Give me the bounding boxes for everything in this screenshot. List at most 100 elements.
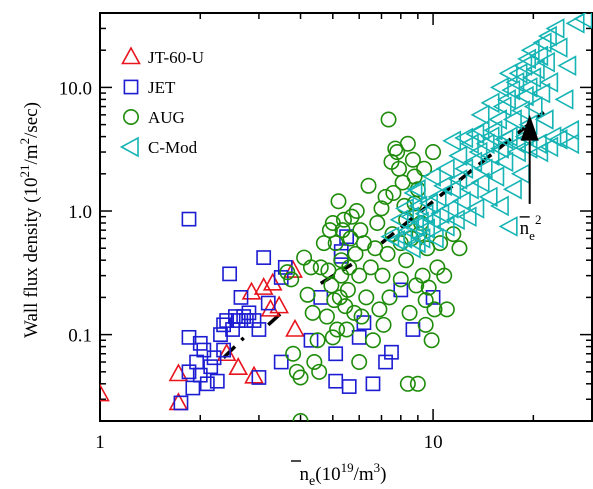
data-point <box>498 216 518 237</box>
data-point <box>318 308 335 325</box>
data-point <box>480 92 500 114</box>
data-point <box>411 228 431 249</box>
data-point <box>341 379 357 394</box>
x-axis-title: ne(1019/m3) <box>300 460 387 489</box>
data-point <box>348 203 365 220</box>
data-point <box>241 305 257 321</box>
data-point <box>341 259 358 276</box>
axis-tick-labels: 1 10 0.1 1.0 10.0 <box>59 78 443 453</box>
data-point <box>406 168 423 185</box>
data-point <box>216 342 231 358</box>
data-point <box>529 141 549 163</box>
data-point <box>273 354 289 370</box>
data-point <box>343 208 360 225</box>
data-point <box>483 119 503 141</box>
data-point <box>416 218 435 239</box>
data-point <box>292 369 309 386</box>
data-point <box>518 77 538 98</box>
data-point <box>365 376 381 392</box>
data-point <box>485 166 505 187</box>
data-point <box>213 327 228 343</box>
data-point <box>554 89 574 110</box>
data-point <box>385 229 405 251</box>
data-point <box>454 127 474 149</box>
data-point <box>392 271 409 288</box>
data-point <box>560 133 580 155</box>
data-point <box>181 211 197 227</box>
data-point <box>100 383 110 402</box>
data-point <box>514 85 534 107</box>
data-point <box>299 286 316 303</box>
data-point <box>506 133 526 155</box>
data-point <box>262 272 283 291</box>
data-point <box>306 354 323 371</box>
data-point <box>401 237 421 259</box>
data-point <box>369 214 386 231</box>
data-point <box>173 395 189 411</box>
data-point <box>494 151 514 173</box>
series-jt-60-u <box>100 259 305 411</box>
data-point <box>360 177 377 194</box>
data-point <box>489 195 509 217</box>
data-point <box>328 346 344 362</box>
legend-marker <box>119 136 139 158</box>
data-point <box>459 133 479 155</box>
data-point <box>216 317 231 333</box>
data-point <box>427 186 447 208</box>
data-point <box>228 357 249 375</box>
data-point <box>196 342 212 358</box>
data-point <box>222 266 238 282</box>
data-point <box>498 62 518 84</box>
data-point <box>401 304 418 321</box>
data-point <box>488 109 508 130</box>
data-point <box>377 188 394 205</box>
data-point <box>181 364 197 380</box>
data-point <box>425 144 442 161</box>
data-point <box>463 151 483 173</box>
data-point <box>323 277 340 294</box>
data-point <box>465 198 485 219</box>
legend-marker <box>123 109 140 126</box>
data-point <box>420 279 437 296</box>
data-point <box>451 240 468 257</box>
data-point <box>451 190 471 212</box>
data-point <box>417 292 434 309</box>
data-point <box>545 18 565 39</box>
data-point <box>478 186 498 208</box>
data-point <box>489 77 509 98</box>
plot-frame <box>99 12 593 422</box>
data-point <box>502 109 522 130</box>
data-point <box>403 182 423 204</box>
data-point <box>426 301 443 318</box>
data-point <box>185 380 201 396</box>
annotation: ne2 <box>519 114 541 243</box>
data-point <box>531 82 551 104</box>
data-point <box>534 109 554 130</box>
series-jet <box>173 211 441 411</box>
data-point <box>273 270 289 285</box>
legend-marker <box>123 79 139 95</box>
data-point <box>285 345 302 362</box>
data-point <box>203 359 219 375</box>
legend-label: JT-60-U <box>148 48 204 67</box>
data-point <box>311 363 328 380</box>
data-point <box>333 244 349 259</box>
data-point <box>362 259 379 276</box>
data-point <box>244 365 264 384</box>
data-point <box>256 250 272 265</box>
data-point <box>457 206 477 228</box>
data-point <box>421 209 441 231</box>
series-aug <box>279 111 468 421</box>
data-point <box>246 313 262 328</box>
data-point <box>351 329 367 345</box>
plot-area-border <box>99 12 593 422</box>
data-point <box>424 228 444 249</box>
data-point <box>470 104 490 126</box>
data-point <box>405 322 421 337</box>
data-point <box>233 290 249 305</box>
data-point <box>312 259 329 276</box>
data-point <box>324 329 341 346</box>
data-point <box>285 318 305 337</box>
data-point <box>292 413 309 421</box>
data-point <box>327 235 344 252</box>
